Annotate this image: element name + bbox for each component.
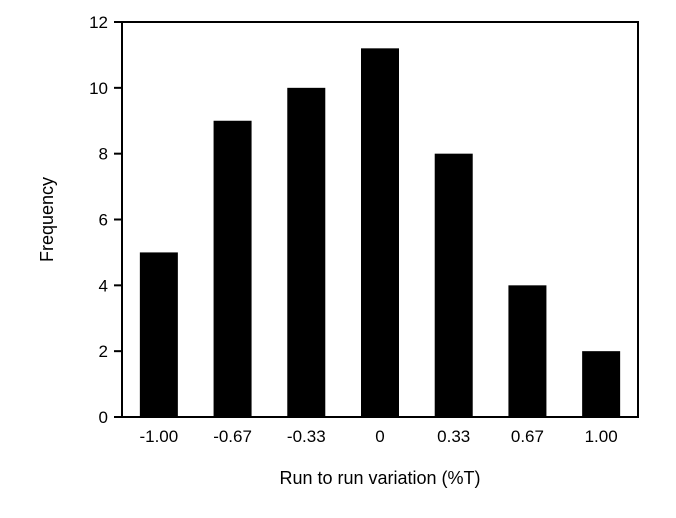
x-axis-title: Run to run variation (%T) (279, 468, 480, 488)
bar (139, 252, 178, 417)
bar (582, 351, 621, 417)
x-tick-label: -0.67 (213, 427, 252, 446)
y-tick-label: 12 (89, 13, 108, 32)
x-tick-label: 1.00 (585, 427, 618, 446)
bar (434, 153, 473, 417)
y-tick-label: 0 (99, 408, 108, 427)
bar (213, 120, 252, 417)
bars-group (139, 48, 621, 417)
x-tick-label: 0 (375, 427, 384, 446)
x-tick-label: 0.33 (437, 427, 470, 446)
y-tick-label: 8 (99, 145, 108, 164)
bar (361, 48, 399, 417)
bar (508, 285, 547, 417)
x-tick-label: 0.67 (511, 427, 544, 446)
y-tick-label: 2 (99, 342, 108, 361)
y-tick-label: 10 (89, 79, 108, 98)
y-tick-label: 4 (99, 276, 108, 295)
bar (287, 87, 326, 417)
y-axis-ticks: 0 2 4 6 8 10 12 (89, 13, 122, 427)
y-tick-label: 6 (99, 211, 108, 230)
x-tick-label: -0.33 (287, 427, 326, 446)
x-axis-ticks: -1.00 -0.67 -0.33 0 0.33 0.67 1.00 (139, 427, 617, 446)
y-axis-title: Frequency (37, 177, 57, 262)
x-tick-label: -1.00 (139, 427, 178, 446)
